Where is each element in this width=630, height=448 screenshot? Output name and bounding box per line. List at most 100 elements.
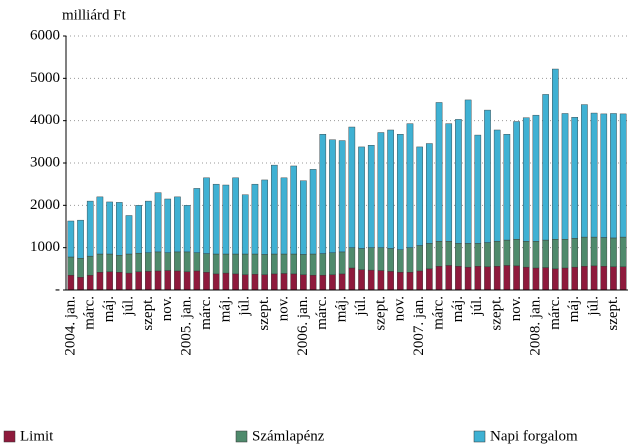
bar-segment [561,238,569,269]
y-tick-label: 6000 [30,27,60,43]
bar-segment [348,247,356,269]
bar-segment [435,266,443,291]
bar-segment [241,253,249,275]
x-tick-label: márc. [314,296,330,330]
bar-segment [416,146,423,246]
x-tick-label: nov. [159,296,175,321]
bar-segment [96,196,104,255]
bar-segment [145,271,152,291]
bar-segment [183,205,191,253]
bar-segment [300,254,307,275]
bar-segment [367,145,375,248]
bar-segment [503,265,511,291]
x-tick-label: nov. [392,296,408,321]
bar-segment [115,255,123,273]
bar-segment [290,165,298,255]
bar-segment [426,143,433,244]
bar-segment [309,274,317,291]
bar-segment [251,274,259,291]
bar-segment [474,134,482,244]
x-tick-label: júl. [469,296,485,317]
bar-segment [212,273,220,291]
bar-segment [145,252,152,272]
bar-segment [164,198,172,253]
bar-segment [222,253,230,274]
bar-segment [183,251,191,272]
bar-segment [610,237,617,267]
bar-segment [590,236,598,267]
bar-segment [319,274,327,291]
bar-segment [241,274,249,291]
bar-segment [77,258,84,278]
x-tick-label: 2006. jan. [295,296,311,356]
bar-segment [251,253,259,275]
legend-label: Napi forgalom [490,428,578,444]
bar-segment [67,274,75,291]
bar-segment [86,255,94,276]
y-tick-label: 3000 [30,154,60,170]
x-tick-label: máj. [101,296,117,322]
bar-segment [125,253,133,274]
bar-segment [271,164,278,255]
bar-segment [280,177,288,255]
bar-segment [338,251,346,275]
bar-segment [503,134,511,241]
bar-segment [309,253,317,276]
bar-segment [212,253,220,275]
bar-segment [571,117,579,239]
bar-segment [435,102,443,242]
bar-segment [67,220,75,258]
x-tick-label: szept. [605,296,621,331]
x-tick-label: márc. [82,296,98,330]
bar-segment [377,270,385,291]
bar-segment [581,266,588,291]
bar-segment [387,129,394,249]
bar-segment [77,219,84,259]
bar-segment [522,241,530,268]
bar-segment [387,248,394,272]
bar-segment [455,119,462,244]
bar-segment [338,273,346,291]
bar-segment [67,256,75,276]
bar-segment [203,253,210,273]
bar-segment [154,251,162,272]
bar-segment [261,254,268,275]
bar-segment [561,113,569,240]
bar-segment [406,272,414,291]
x-tick-label: márc. [547,296,563,330]
bar-segment [193,188,201,253]
bar-segment [416,270,423,291]
bar-segment [619,113,627,238]
bar-segment [493,129,501,242]
bar-segment [164,252,172,271]
bar-segment [290,253,298,275]
bar-segment [396,272,404,291]
bar-segment [581,236,588,267]
y-tick-label: 2000 [30,197,60,213]
bar-segment [338,140,346,253]
x-tick-label: márc. [198,296,214,330]
bar-segment [251,183,259,255]
x-tick-label: 2007. jan. [411,296,427,356]
bar-segment [445,241,453,266]
legend-label: Számlapénz [252,428,325,444]
bar-segment [426,268,433,291]
bar-segment [610,266,617,291]
bar-segment [474,243,482,267]
bar-segment [367,247,375,271]
x-tick-label: 2004. jan. [62,296,78,356]
bar-segment [503,239,511,266]
bar-segment [542,239,549,268]
bar-segment [590,265,598,291]
x-tick-label: szept. [256,296,272,331]
bar-segment [96,272,104,291]
bar-segment [135,271,142,291]
bar-segment [193,252,201,272]
bar-segment [426,243,433,270]
bar-segment [86,200,94,257]
bar-segment [377,247,385,271]
bar-segment [590,112,598,238]
bar-segment [261,179,268,255]
bar-segment [610,113,617,239]
